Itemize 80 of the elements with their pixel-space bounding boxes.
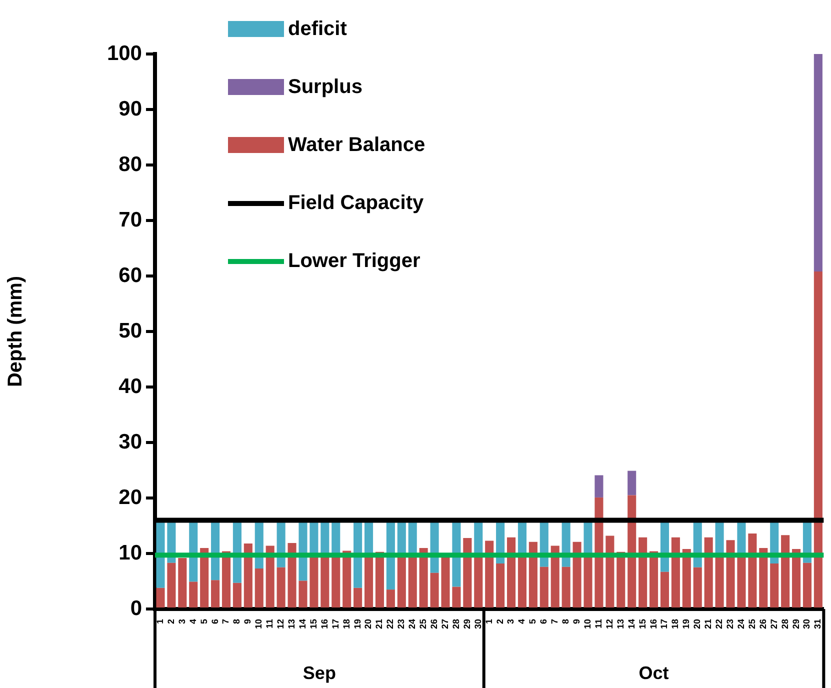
x-tick-label: 23 [724,619,735,630]
x-tick-label: 7 [550,619,560,624]
text: Sep [302,662,336,683]
x-tick-label: 5 [528,619,538,624]
x-tick-label: 4 [188,619,198,624]
x-tick-label: 6 [538,619,549,624]
x-tick-label: 2 [166,619,176,624]
x-tick-label: 1 [484,619,494,624]
x-tick-label: 18 [670,619,680,630]
y-tick-label: 70 [118,208,142,232]
x-tick-label: 17 [659,619,670,630]
x-tick-label: 10 [582,619,592,630]
y-tick-label: 90 [118,97,142,120]
x-tick-label: 15 [637,619,648,630]
x-tick-label: 25 [418,619,428,630]
x-tick-label: 14 [297,619,308,630]
legend-label: Surplus [288,76,362,98]
x-tick-label: 16 [648,619,658,630]
x-tick-label: 10 [254,619,264,630]
x-tick-label: 5 [198,619,209,624]
x-tick-label: 3 [176,619,187,624]
x-tick-label: 19 [352,619,362,630]
x-tick-label: 25 [746,619,757,630]
y-tick-label: 50 [118,319,142,342]
y-tick-label: 0 [130,596,142,620]
x-tick-label: 13 [615,619,626,630]
x-tick-label: 8 [560,619,571,624]
x-tick-label: 12 [604,619,614,630]
x-tick-label: 9 [242,619,253,624]
x-tick-label: 21 [703,619,714,630]
x-tick-label: 24 [736,619,746,630]
x-tick-label: 20 [363,619,374,630]
x-tick-label: 22 [714,619,724,630]
x-tick-label: 29 [790,619,801,630]
x-tick-label: 30 [472,619,483,630]
x-tick-label: 17 [330,619,340,630]
x-tick-label: 29 [462,619,472,630]
y-tick-label: 10 [118,541,142,564]
y-tick-label: 80 [118,152,142,176]
x-tick-label: 6 [210,619,220,624]
x-tick-label: 20 [692,619,702,630]
x-tick-label: 3 [506,619,516,624]
x-tick-label: 30 [802,619,812,630]
x-tick-label: 16 [319,619,330,630]
x-tick-label: 2 [494,619,505,624]
x-tick-label: 9 [572,619,582,624]
x-tick-label: 14 [626,619,636,630]
x-tick-label: 13 [286,619,297,630]
legend-label: Field Capacity [288,192,424,214]
x-tick-label: 28 [450,619,461,630]
x-tick-label: 23 [396,619,406,630]
text: Oct [638,662,669,683]
legend-label: Water Balance [288,134,426,156]
x-tick-label: 4 [516,619,527,624]
legend-label: Lower Trigger [288,250,420,272]
y-tick-label: 100 [106,42,142,65]
y-tick-label: 60 [118,264,142,287]
x-tick-label: 26 [429,619,440,630]
x-tick-label: 12 [276,619,286,630]
x-tick-label: 31 [812,619,823,630]
x-tick-label: 8 [232,619,242,624]
x-tick-label: 27 [768,619,779,630]
x-tick-label: 11 [264,619,275,629]
x-tick-label: 15 [308,619,318,630]
legend-label: deficit [288,18,347,40]
x-tick-label: 11 [593,619,604,629]
y-tick-label: 30 [118,430,142,454]
x-tick-label: 26 [758,619,768,630]
x-tick-label: 28 [780,619,790,630]
x-tick-label: 19 [681,619,692,630]
y-tick-label: 40 [118,374,142,398]
x-tick-label: 1 [154,619,165,624]
x-tick-label: 27 [440,619,450,630]
x-tick-label: 22 [385,619,396,630]
x-tick-label: 24 [407,619,418,630]
y-tick-label: 20 [118,486,142,509]
x-tick-label: 7 [220,619,231,624]
x-tick-label: 18 [341,619,352,630]
x-tick-label: 21 [374,619,384,630]
y-axis-title: Depth (mm) [4,276,27,388]
